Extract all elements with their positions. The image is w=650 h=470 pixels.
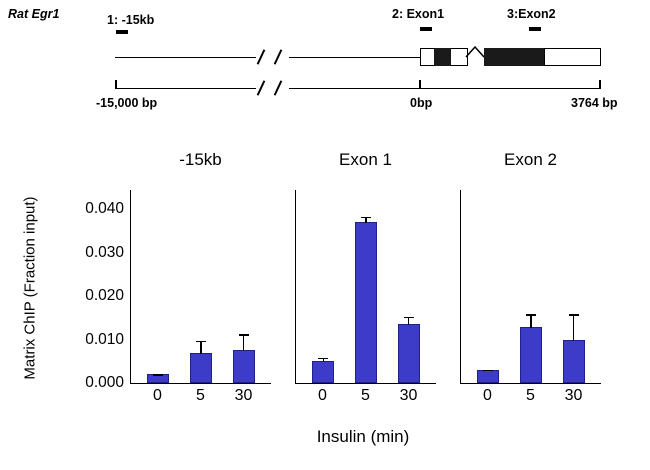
error-bar (153, 374, 164, 376)
error-bar (483, 369, 494, 372)
bar (397, 316, 420, 383)
y-tick-label: 0.020 (85, 287, 124, 305)
x-tick-label: 0 (153, 387, 162, 404)
exon2-coding-region (484, 48, 544, 66)
bar (147, 374, 170, 383)
axis-break-mark (273, 80, 283, 96)
x-axis-tick-labels: 0 5 30 (460, 387, 601, 405)
x-tick-label: 0 (483, 387, 492, 404)
error-bar-cap (195, 340, 206, 343)
x-axis-title: Insulin (min) (316, 427, 410, 446)
gene-line-left (115, 57, 256, 58)
error-bar-cap (238, 334, 249, 336)
plot-area (295, 190, 436, 384)
chart-panel-2: Exon 1 0 5 30 (295, 150, 436, 405)
exon1-coding-region (434, 48, 451, 66)
axis-break-mark (273, 49, 283, 65)
error-bar (195, 340, 206, 354)
intron-splice-line (465, 46, 485, 58)
primer-3-label: 3:Exon2 (507, 7, 556, 21)
error-bar (403, 316, 414, 326)
bar (312, 357, 335, 383)
panel-title: -15kb (179, 150, 222, 169)
x-tick-label: 5 (526, 387, 535, 404)
gene-name-label: Rat Egr1 (8, 7, 60, 21)
scale-tick-zero (419, 80, 421, 89)
y-tick-label: 0.000 (85, 374, 124, 391)
panel-title: Exon 1 (339, 150, 392, 169)
primer-2-label: 2: Exon1 (392, 7, 445, 21)
chart-panel-1: -15kb 0 5 30 (130, 150, 271, 405)
plot-area (130, 190, 271, 384)
x-tick-label: 30 (564, 387, 583, 404)
primer-2-tick (420, 27, 432, 31)
error-bar (360, 216, 371, 224)
scale-label-right: 3764 bp (571, 96, 618, 110)
error-bar-cap (403, 316, 414, 319)
scale-label-left: -15,000 bp (96, 96, 158, 110)
bar (232, 334, 255, 383)
scale-tick-right (599, 80, 601, 89)
y-axis-tick-labels: 0.000 0.010 0.020 0.030 0.040 (58, 190, 124, 391)
error-bar-cap (153, 374, 164, 376)
scale-line-left (115, 88, 256, 89)
x-tick-label: 5 (196, 387, 205, 404)
bar (189, 340, 212, 383)
x-tick-label: 5 (361, 387, 370, 404)
x-tick-label: 30 (399, 387, 418, 404)
x-tick-label: 0 (318, 387, 327, 404)
gene-line-right (289, 57, 420, 58)
scale-line-right (289, 88, 601, 89)
chart-panels: -15kb 0 5 30 Exon 1 0 5 30 Exon 2 0 5 30 (130, 150, 601, 405)
error-bar (238, 334, 249, 352)
bar (477, 369, 500, 383)
error-bar-cap (525, 314, 536, 316)
axis-break-mark (256, 49, 266, 65)
primer-1-label: 1: -15kb (107, 13, 155, 27)
bar (562, 314, 585, 383)
y-tick-label: 0.040 (85, 200, 124, 218)
exon2-utr-box (544, 48, 601, 66)
error-bar-cap (318, 357, 329, 360)
error-bar-cap (360, 216, 371, 219)
primer-3-tick (529, 27, 541, 31)
x-axis-tick-labels: 0 5 30 (130, 387, 271, 405)
y-tick-label: 0.010 (85, 330, 124, 348)
error-bar (568, 314, 579, 341)
error-bar-cap (568, 314, 579, 316)
error-bar (525, 314, 536, 328)
error-bar (318, 357, 329, 363)
y-axis-title: Matrix ChIP (Fraction input) (21, 196, 39, 380)
axis-break-mark (256, 80, 266, 96)
error-bar-cap (483, 369, 494, 372)
bar (519, 314, 542, 383)
y-tick-label: 0.030 (85, 243, 124, 261)
bar (354, 216, 377, 383)
scale-tick-left (115, 80, 117, 89)
scale-label-zero: 0bp (410, 96, 433, 110)
chart-panel-3: Exon 2 0 5 30 (460, 150, 601, 405)
x-tick-label: 30 (234, 387, 253, 404)
plot-area (460, 190, 601, 384)
x-axis-tick-labels: 0 5 30 (295, 387, 436, 405)
panel-title: Exon 2 (504, 150, 557, 169)
primer-1-tick (116, 30, 128, 34)
